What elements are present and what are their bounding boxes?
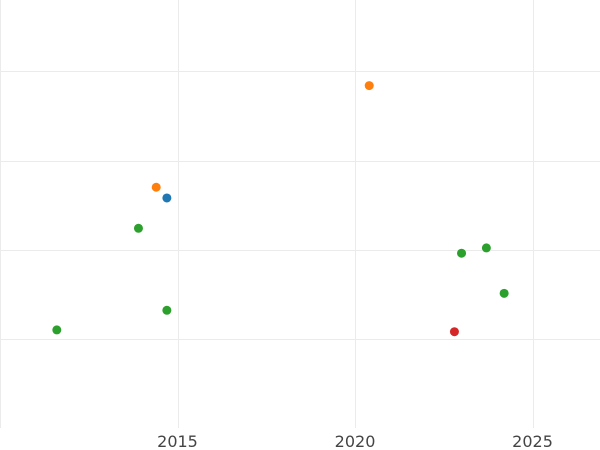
x-tick-label: 2015 xyxy=(157,432,198,450)
x-tick-label: 2025 xyxy=(512,432,553,450)
x-tick-label: 2020 xyxy=(335,432,376,450)
data-point xyxy=(162,193,172,203)
data-point xyxy=(151,182,161,192)
data-point xyxy=(449,327,459,337)
data-point xyxy=(457,248,467,258)
data-point xyxy=(364,81,374,91)
data-points xyxy=(52,81,509,337)
data-point xyxy=(52,325,62,335)
data-point xyxy=(499,288,509,298)
grid xyxy=(0,0,600,428)
data-point xyxy=(133,223,143,233)
x-axis-tick-labels: 2015 2020 2025 xyxy=(157,432,553,450)
data-point xyxy=(162,305,172,315)
data-point xyxy=(481,243,491,253)
